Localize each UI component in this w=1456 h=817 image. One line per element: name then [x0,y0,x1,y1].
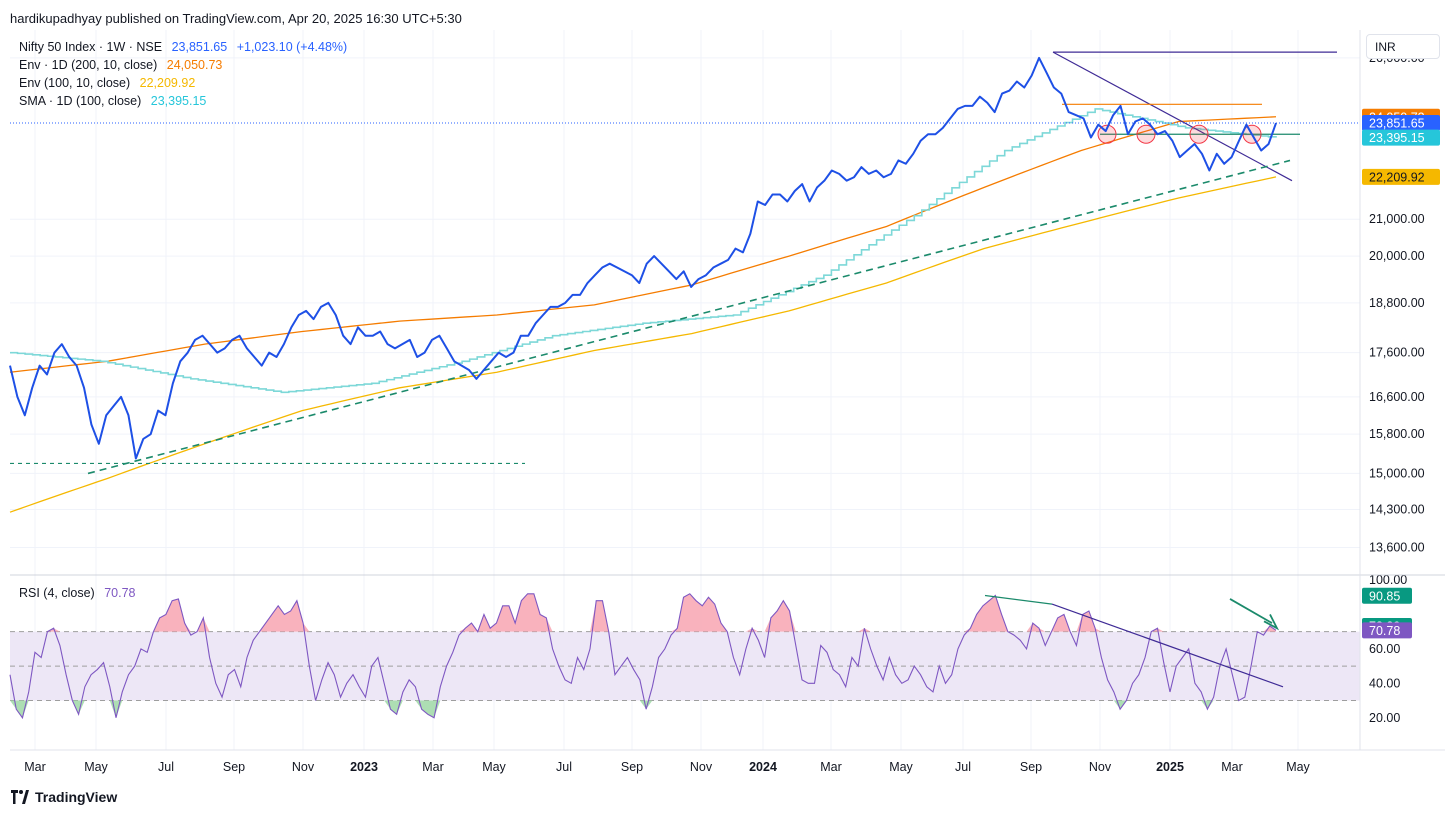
legend-label: Env (100, 10, close) [19,76,131,90]
price-label: 23,851.65 [1369,117,1425,131]
x-tick-label: May [1286,760,1310,774]
x-tick-label: Nov [1089,760,1112,774]
y-tick-label: 20,000.00 [1369,249,1425,263]
rsi-line [9,593,1277,720]
rsi-label-box [1362,622,1412,639]
legend-label: RSI (4, close) [19,586,95,600]
x-tick-label: Mar [1221,760,1243,774]
rsi-arrow-head [1263,614,1280,631]
rsi-arrow [1229,598,1273,624]
legend-label: Nifty 50 Index · 1W · NSE [19,40,163,54]
x-tick-label: Mar [422,760,444,774]
y-tick-label: 16,600.00 [1369,390,1425,404]
y-tick-label: 18,800.00 [1369,296,1425,310]
rising-support-line [87,159,1291,475]
x-tick-label: Nov [292,760,315,774]
grid [10,30,1360,750]
legend-env200[interactable]: Env · 1D (200, 10, close) 24,050.73 [19,58,222,72]
legend-value: 70.78 [104,586,136,600]
x-tick-label: May [889,760,913,774]
y-tick-label: 60.00 [1369,642,1400,656]
x-tick-label: Jul [955,760,971,774]
legend-label: Env · 1D (200, 10, close) [19,58,158,72]
support-touch-marker [1097,124,1117,144]
x-tick-label: Sep [223,760,245,774]
price-label-box [1362,168,1440,185]
x-tick-label: Jul [158,760,174,774]
price-label-box [1362,115,1440,132]
x-tick-label: Jul [556,760,572,774]
legend-label: SMA · 1D (100, close) [19,94,142,108]
price-label: 23,395.15 [1369,131,1425,145]
y-tick-label: 20.00 [1369,711,1400,725]
rsi-label-box [1362,587,1412,604]
x-tick-label: 2025 [1156,760,1184,774]
rsi-oversold-fill [10,700,1276,718]
x-tick-label: 2024 [749,760,777,774]
rsi-divergence-line [984,594,1053,605]
y-tick-label: 14,300.00 [1369,503,1425,517]
rsi-trendline [1051,603,1284,688]
legend-env100[interactable]: Env (100, 10, close) 22,209.92 [19,76,195,90]
price-label-box [1362,129,1440,146]
price-pane [9,51,1360,513]
y-tick-label: 13,600.00 [1369,540,1425,554]
price-line [9,56,1277,460]
x-tick-label: Nov [690,760,713,774]
legend-nifty[interactable]: Nifty 50 Index · 1W · NSE 23,851.65 +1,0… [19,40,347,54]
descending-trendline [1052,51,1293,182]
rsi-pane [9,593,1360,720]
brand-name: TradingView [35,789,118,805]
x-tick-label: Mar [820,760,842,774]
x-tick-label: May [84,760,108,774]
y-tick-label: 15,800.00 [1369,427,1425,441]
price-label: 22,209.92 [1369,170,1425,184]
legend-value: 23,851.65 [171,40,228,54]
env200-line [9,116,1277,373]
tradingview-logo-icon [11,790,29,804]
legend-change: +1,023.10 (+4.48%) [236,40,348,54]
x-tick-label: Sep [621,760,643,774]
y-tick-label: 100.00 [1369,573,1407,587]
legend-value: 22,209.92 [139,76,196,90]
sma-line [10,108,1277,394]
rsi-price-label: 70.78 [1369,624,1400,638]
axes: 26,000.0021,000.0020,000.0018,800.0017,6… [10,30,1445,774]
brand-footer[interactable]: TradingView [10,789,117,805]
rsi-price-label: 90.85 [1369,589,1400,603]
currency-button[interactable]: INR [1366,34,1440,59]
legend-sma[interactable]: SMA · 1D (100, close) 23,395.15 [19,94,206,108]
publisher-text: hardikupadhyay published on TradingView.… [10,11,462,26]
support-touch-marker [1189,124,1209,144]
y-tick-label: 17,600.00 [1369,346,1425,360]
legend-value: 24,050.73 [166,58,223,72]
x-tick-label: Mar [24,760,46,774]
legend-rsi[interactable]: RSI (4, close) 70.78 [19,586,135,600]
support-touch-marker [1136,124,1156,144]
x-tick-label: May [482,760,506,774]
y-tick-label: 40.00 [1369,676,1400,690]
y-tick-label: 15,000.00 [1369,466,1425,480]
x-tick-label: Sep [1020,760,1042,774]
legend-value: 23,395.15 [150,94,207,108]
y-tick-label: 21,000.00 [1369,212,1425,226]
x-tick-label: 2023 [350,760,378,774]
